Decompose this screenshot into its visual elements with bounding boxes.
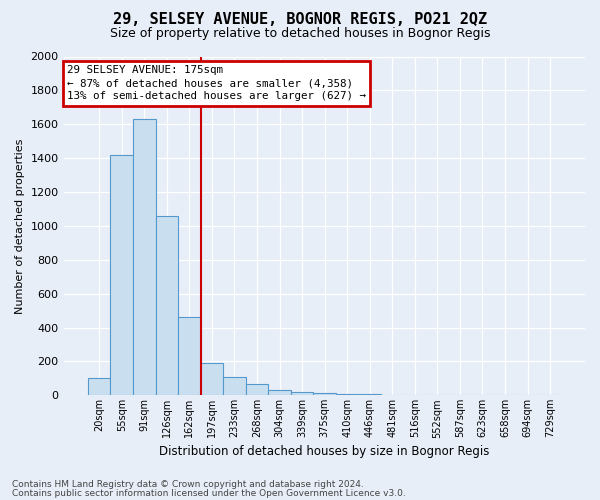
Bar	[223, 376, 246, 396]
Text: 29 SELSEY AVENUE: 175sqm
← 87% of detached houses are smaller (4,358)
13% of sem: 29 SELSEY AVENUE: 175sqm ← 87% of detach…	[67, 65, 366, 102]
Y-axis label: Number of detached properties: Number of detached properties	[15, 138, 25, 314]
Bar	[404, 395, 426, 396]
Text: 29, SELSEY AVENUE, BOGNOR REGIS, PO21 2QZ: 29, SELSEY AVENUE, BOGNOR REGIS, PO21 2Q…	[113, 12, 487, 28]
Text: Contains HM Land Registry data © Crown copyright and database right 2024.: Contains HM Land Registry data © Crown c…	[12, 480, 364, 489]
Text: Contains public sector information licensed under the Open Government Licence v3: Contains public sector information licen…	[12, 488, 406, 498]
Bar	[313, 393, 336, 396]
Bar	[155, 216, 178, 396]
Text: Size of property relative to detached houses in Bognor Regis: Size of property relative to detached ho…	[110, 28, 490, 40]
Bar	[110, 154, 133, 396]
Bar	[246, 384, 268, 396]
Bar	[268, 390, 291, 396]
Bar	[381, 394, 404, 396]
Bar	[178, 318, 200, 396]
X-axis label: Distribution of detached houses by size in Bognor Regis: Distribution of detached houses by size …	[160, 444, 490, 458]
Bar	[336, 394, 358, 396]
Bar	[133, 119, 155, 396]
Bar	[358, 394, 381, 396]
Bar	[291, 392, 313, 396]
Bar	[88, 378, 110, 396]
Bar	[200, 363, 223, 396]
